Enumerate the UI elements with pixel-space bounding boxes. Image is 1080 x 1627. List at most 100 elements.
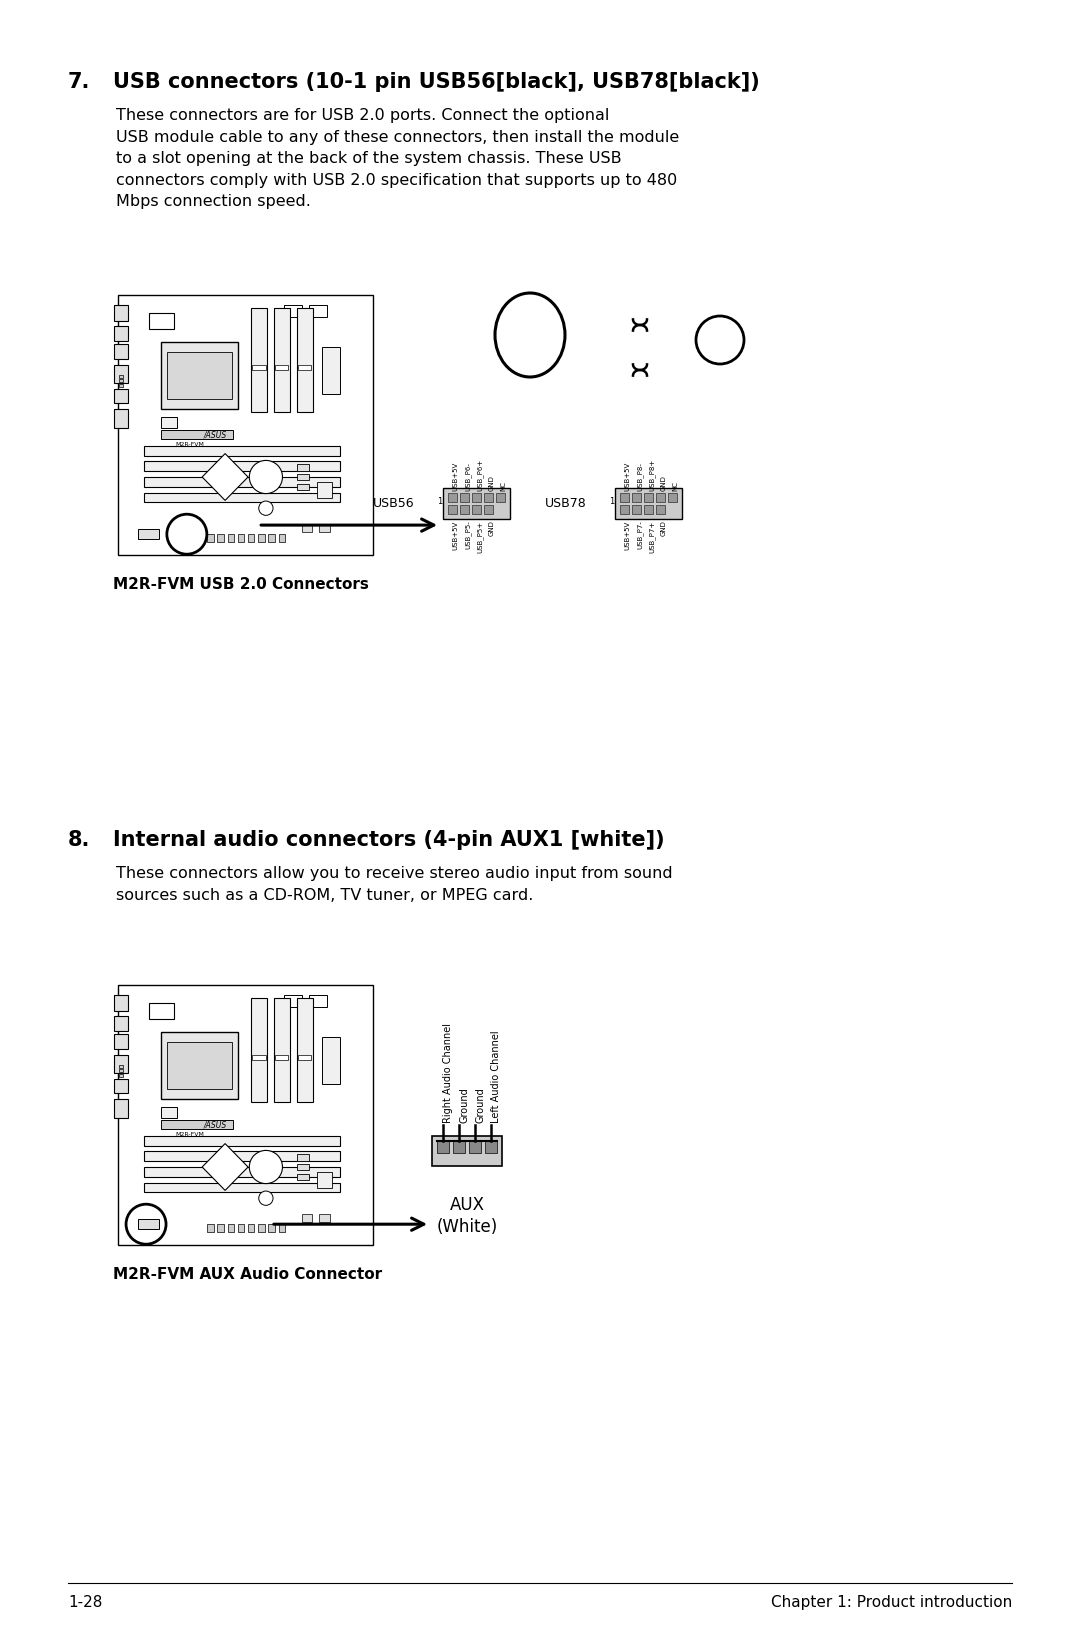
Text: USB+5V: USB+5V xyxy=(624,462,631,491)
Bar xyxy=(113,1056,127,1074)
Bar xyxy=(279,534,285,542)
Bar xyxy=(113,1079,127,1093)
Circle shape xyxy=(259,501,273,516)
Bar xyxy=(258,534,265,542)
Text: 1: 1 xyxy=(436,498,442,506)
Text: NC: NC xyxy=(500,480,507,491)
Text: AUX: AUX xyxy=(449,1196,485,1214)
Bar xyxy=(620,504,629,514)
Bar xyxy=(644,504,653,514)
Text: Ground: Ground xyxy=(475,1087,485,1123)
Bar xyxy=(301,1214,312,1222)
Bar xyxy=(322,347,340,394)
Bar xyxy=(309,996,327,1007)
Bar xyxy=(297,1154,309,1160)
Bar xyxy=(118,294,373,555)
Text: USB+5V: USB+5V xyxy=(453,521,459,550)
Bar xyxy=(113,410,127,428)
Bar xyxy=(138,1219,159,1230)
Bar xyxy=(284,306,301,317)
Bar xyxy=(301,524,312,532)
Bar xyxy=(297,464,309,470)
Bar xyxy=(437,1141,449,1154)
Bar xyxy=(144,1183,340,1193)
Bar xyxy=(161,1121,233,1129)
Text: GND: GND xyxy=(661,475,666,491)
Bar xyxy=(113,1035,127,1049)
Text: Left Audio Channel: Left Audio Channel xyxy=(491,1030,501,1123)
Text: M2R-FVM: M2R-FVM xyxy=(175,443,204,447)
Bar xyxy=(309,306,327,317)
Text: M2R-FVM: M2R-FVM xyxy=(175,1132,204,1137)
Bar xyxy=(656,504,665,514)
Bar xyxy=(644,493,653,501)
Text: GND: GND xyxy=(661,521,666,537)
Bar xyxy=(320,524,329,532)
Bar xyxy=(448,493,457,501)
Text: USB78: USB78 xyxy=(545,496,588,509)
Bar xyxy=(238,1224,244,1232)
Bar xyxy=(460,493,469,501)
Bar xyxy=(228,1224,234,1232)
Text: USB_P6+: USB_P6+ xyxy=(476,459,483,491)
Bar xyxy=(149,314,174,329)
Circle shape xyxy=(259,1191,273,1206)
Bar xyxy=(297,483,309,490)
Text: USB_P7+: USB_P7+ xyxy=(648,521,656,553)
Bar xyxy=(251,997,267,1101)
Bar xyxy=(322,1036,340,1084)
Bar xyxy=(161,1032,238,1100)
Bar xyxy=(113,306,127,321)
Bar xyxy=(207,1224,214,1232)
Text: M2R-FVM USB 2.0 Connectors: M2R-FVM USB 2.0 Connectors xyxy=(113,578,369,592)
Bar xyxy=(460,504,469,514)
Circle shape xyxy=(249,460,283,493)
Text: Ground: Ground xyxy=(459,1087,469,1123)
Bar xyxy=(119,379,123,382)
Bar xyxy=(118,984,373,1245)
Bar xyxy=(485,1141,497,1154)
Bar xyxy=(144,462,340,472)
Bar xyxy=(113,364,127,384)
Bar xyxy=(119,1064,123,1067)
Bar xyxy=(217,534,224,542)
Bar xyxy=(113,389,127,403)
Text: 7.: 7. xyxy=(68,72,91,93)
Bar xyxy=(275,1056,288,1061)
Bar xyxy=(253,1056,266,1061)
Text: /ASUS: /ASUS xyxy=(203,431,227,439)
Bar xyxy=(113,345,127,358)
Bar xyxy=(113,325,127,340)
Text: M2R-FVM AUX Audio Connector: M2R-FVM AUX Audio Connector xyxy=(113,1267,382,1282)
Polygon shape xyxy=(202,1144,248,1191)
Circle shape xyxy=(249,1150,283,1183)
Text: Chapter 1: Product introduction: Chapter 1: Product introduction xyxy=(771,1594,1012,1611)
Bar xyxy=(113,1017,127,1030)
Bar xyxy=(161,1108,177,1118)
Bar xyxy=(472,504,481,514)
Bar xyxy=(161,430,233,439)
Bar xyxy=(443,488,510,519)
Bar xyxy=(144,477,340,486)
Bar xyxy=(228,534,234,542)
Text: USB+5V: USB+5V xyxy=(624,521,631,550)
Bar xyxy=(113,996,127,1010)
Bar xyxy=(284,996,301,1007)
Text: GND: GND xyxy=(488,521,495,537)
Bar xyxy=(316,1171,333,1188)
Text: USB_P6-: USB_P6- xyxy=(464,462,471,491)
Bar xyxy=(432,1136,502,1167)
Bar xyxy=(496,493,505,501)
Text: USB56: USB56 xyxy=(374,496,415,509)
Bar xyxy=(297,1173,309,1180)
Bar xyxy=(207,534,214,542)
Bar xyxy=(248,534,255,542)
Bar xyxy=(453,1141,465,1154)
Bar xyxy=(269,1224,274,1232)
Bar xyxy=(484,493,492,501)
Bar xyxy=(297,997,313,1101)
Text: (White): (White) xyxy=(436,1219,498,1237)
Text: USB+5V: USB+5V xyxy=(453,462,459,491)
Bar xyxy=(298,1056,311,1061)
Text: USB_P5+: USB_P5+ xyxy=(476,521,483,553)
